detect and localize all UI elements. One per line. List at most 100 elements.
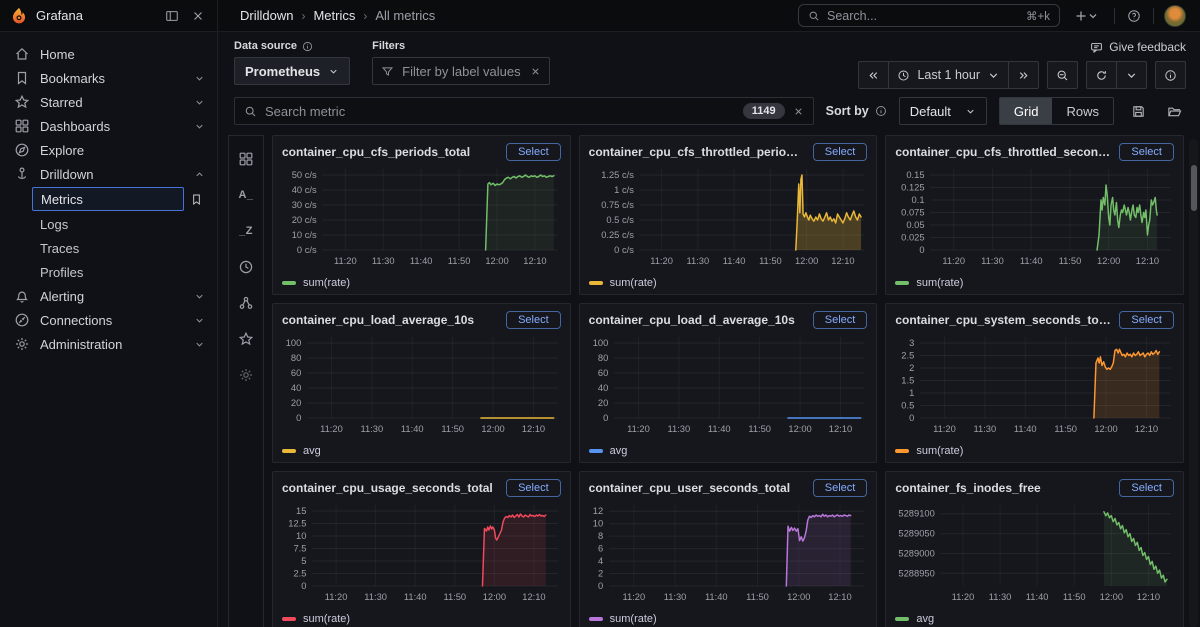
legend-label[interactable]: sum(rate) (610, 277, 657, 289)
data-source-select[interactable]: Prometheus (234, 57, 350, 85)
view-grid-button[interactable]: Grid (1000, 98, 1053, 124)
panel-chart[interactable]: 528895052890005289050528910011:2011:3011… (895, 499, 1174, 610)
select-button[interactable]: Select (813, 479, 868, 497)
select-button[interactable]: Select (506, 479, 561, 497)
sidebar-item-alerting[interactable]: Alerting (6, 284, 211, 308)
dock-sidebar-icon[interactable] (163, 7, 181, 25)
select-button[interactable]: Select (813, 143, 868, 161)
clear-search-icon[interactable] (793, 106, 804, 117)
scrollbar-thumb[interactable] (1191, 165, 1197, 211)
star-icon[interactable] (237, 330, 255, 348)
metric-panel-container_cpu_cfs_throttled_seconds_total: container_cpu_cfs_throttled_seconds_tota… (885, 135, 1184, 295)
sidebar-subitem-metrics-active[interactable]: Metrics (32, 187, 184, 211)
network-icon[interactable] (237, 294, 255, 312)
metric-search-input[interactable]: Search metric 1149 (234, 97, 814, 125)
global-search-input[interactable]: Search... ⌘+k (798, 4, 1060, 27)
view-rows-button[interactable]: Rows (1052, 98, 1113, 124)
chevron-up-icon[interactable] (194, 169, 205, 180)
svg-text:3: 3 (909, 337, 914, 348)
apps-grid-icon[interactable] (237, 150, 255, 168)
svg-text:12:10: 12:10 (1136, 255, 1159, 266)
sort-a-icon[interactable]: A_ (237, 186, 255, 204)
svg-text:0: 0 (920, 244, 925, 255)
chevron-down-icon[interactable] (194, 315, 205, 326)
sidebar-item-explore[interactable]: Explore (6, 138, 211, 162)
legend-label[interactable]: sum(rate) (916, 445, 963, 457)
legend-label[interactable]: avg (303, 445, 321, 457)
metric-panel-container_cpu_user_seconds_total: container_cpu_user_seconds_total Select … (579, 471, 878, 627)
panel-chart[interactable]: 02040608010011:2011:3011:4011:5012:0012:… (282, 331, 561, 442)
folder-open-icon[interactable] (1162, 99, 1186, 123)
sidebar-subitem-profiles[interactable]: Profiles (6, 260, 211, 284)
time-forward-button[interactable] (1008, 61, 1039, 89)
panel-legend: avg (895, 611, 1174, 627)
svg-text:80: 80 (598, 352, 608, 363)
help-icon[interactable] (1125, 7, 1143, 25)
breadcrumb-metrics[interactable]: Metrics (313, 8, 355, 23)
new-button[interactable] (1070, 7, 1104, 25)
funnel-icon (381, 65, 394, 78)
gear-icon (14, 336, 30, 352)
clock-icon[interactable] (237, 258, 255, 276)
panel-chart[interactable]: 0 c/s0.25 c/s0.5 c/s0.75 c/s1 c/s1.25 c/… (589, 163, 868, 274)
sidebar-item-dashboards[interactable]: Dashboards (6, 114, 211, 138)
chevron-down-icon[interactable] (194, 73, 205, 84)
sidebar-item-label: Drilldown (40, 167, 184, 182)
close-icon[interactable] (189, 7, 207, 25)
panel-chart[interactable]: 00.0250.050.0750.10.1250.1511:2011:3011:… (895, 163, 1174, 274)
panel-chart[interactable]: 02468101211:2011:3011:4011:5012:0012:10 (589, 499, 868, 610)
select-button[interactable]: Select (1119, 143, 1174, 161)
plug-icon (14, 312, 30, 328)
sidebar-item-starred[interactable]: Starred (6, 90, 211, 114)
double-chevron-right-icon (1017, 69, 1030, 82)
svg-text:0: 0 (909, 412, 914, 423)
sort-z-icon[interactable]: _Z (237, 222, 255, 240)
legend-label[interactable]: sum(rate) (303, 613, 350, 625)
svg-text:5289050: 5289050 (899, 528, 935, 539)
chevron-down-icon[interactable] (194, 291, 205, 302)
legend-label[interactable]: avg (916, 613, 934, 625)
panel-chart[interactable]: 02.557.51012.51511:2011:3011:4011:5012:0… (282, 499, 561, 610)
sidebar-item-home[interactable]: Home (6, 42, 211, 66)
sidebar-item-administration[interactable]: Administration (6, 332, 211, 356)
sidebar-subitem-traces[interactable]: Traces (6, 236, 211, 260)
sidebar-item-connections[interactable]: Connections (6, 308, 211, 332)
chevron-down-icon[interactable] (194, 121, 205, 132)
breadcrumb-drilldown[interactable]: Drilldown (240, 8, 293, 23)
bookmark-icon[interactable] (190, 193, 203, 206)
svg-text:0.5 c/s: 0.5 c/s (606, 214, 634, 225)
select-button[interactable]: Select (1119, 479, 1174, 497)
select-button[interactable]: Select (1119, 311, 1174, 329)
sidebar-item-drilldown[interactable]: Drilldown (6, 162, 211, 186)
select-button[interactable]: Select (506, 311, 561, 329)
legend-label[interactable]: sum(rate) (303, 277, 350, 289)
refresh-button[interactable] (1086, 61, 1117, 89)
give-feedback-link[interactable]: Give feedback (1090, 40, 1186, 54)
user-avatar[interactable] (1164, 5, 1186, 27)
label-filter-input[interactable]: Filter by label values (372, 57, 550, 85)
legend-label[interactable]: sum(rate) (916, 277, 963, 289)
save-icon[interactable] (1126, 99, 1150, 123)
sidebar-subitem-logs[interactable]: Logs (6, 212, 211, 236)
panel-chart[interactable]: 02040608010011:2011:3011:4011:5012:0012:… (589, 331, 868, 442)
legend-label[interactable]: avg (610, 445, 628, 457)
select-button[interactable]: Select (506, 143, 561, 161)
panel-chart[interactable]: 0 c/s10 c/s20 c/s30 c/s40 c/s50 c/s11:20… (282, 163, 561, 274)
sort-select[interactable]: Default (899, 97, 987, 125)
chevron-down-icon[interactable] (194, 97, 205, 108)
svg-text:12.5: 12.5 (288, 517, 306, 528)
time-back-button[interactable] (858, 61, 889, 89)
clear-filter-icon[interactable] (530, 66, 541, 77)
select-button[interactable]: Select (813, 311, 868, 329)
info-button[interactable] (1155, 61, 1186, 89)
time-range-picker[interactable]: Last 1 hour (888, 61, 1009, 89)
chevron-down-icon[interactable] (194, 339, 205, 350)
panel-chart[interactable]: 00.511.522.5311:2011:3011:4011:5012:0012… (895, 331, 1174, 442)
legend-label[interactable]: sum(rate) (610, 613, 657, 625)
zoom-out-button[interactable] (1047, 61, 1078, 89)
panel-title: container_cpu_user_seconds_total (589, 481, 790, 495)
refresh-interval-dropdown[interactable] (1116, 61, 1147, 89)
gear-icon[interactable] (237, 366, 255, 384)
sidebar-item-bookmarks[interactable]: Bookmarks (6, 66, 211, 90)
vertical-scrollbar[interactable] (1189, 139, 1198, 627)
